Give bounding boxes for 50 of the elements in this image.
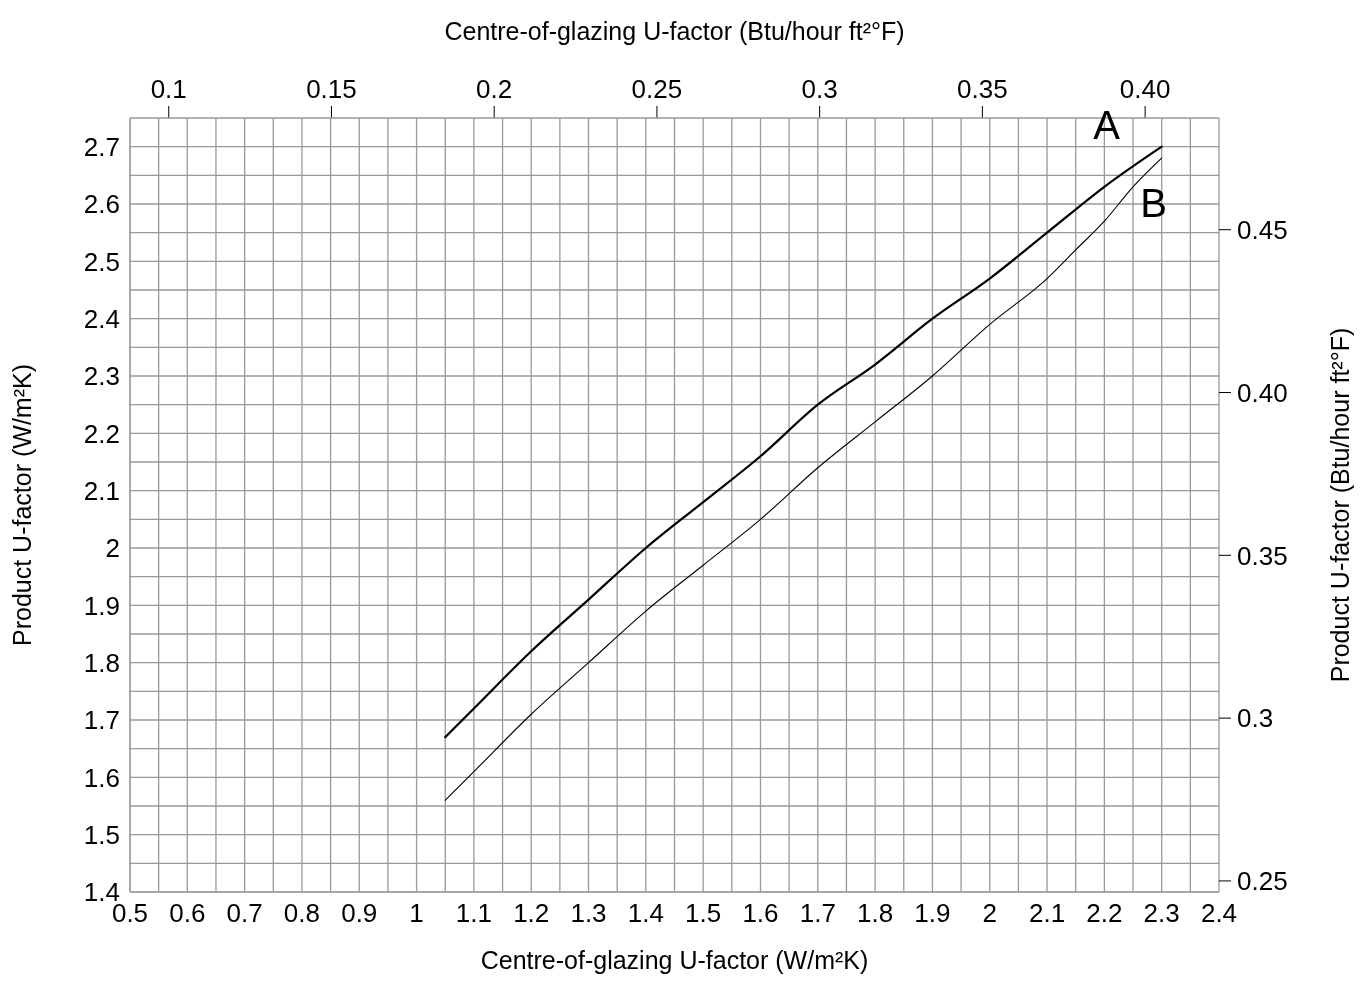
y-tick-label: 2 bbox=[105, 533, 120, 564]
y-tick-label: 1.7 bbox=[83, 705, 120, 736]
x-tick-label: 0.7 bbox=[226, 898, 263, 929]
y-tick-label: 2.1 bbox=[83, 475, 120, 506]
x-tick-label: 0.8 bbox=[283, 898, 321, 929]
x-tick-label: 1.7 bbox=[799, 898, 836, 929]
y-tick-label: 1.8 bbox=[83, 647, 120, 678]
x2-tick-label: 0.40 bbox=[1119, 74, 1171, 104]
x-tick-label: 1.5 bbox=[685, 898, 722, 929]
x-axis-title: Centre-of-glazing U-factor (W/m²K) bbox=[480, 946, 869, 974]
x2-tick-label: 0.2 bbox=[476, 74, 513, 104]
x-tick-label: 1 bbox=[409, 898, 424, 929]
x-tick-label: 2.1 bbox=[1028, 898, 1066, 929]
x-tick-label: 2.4 bbox=[1200, 898, 1238, 929]
y-tick-label: 1.9 bbox=[83, 590, 120, 621]
y-tick-label: 2.3 bbox=[83, 361, 120, 392]
y2-tick-label: 0.40 bbox=[1237, 377, 1288, 408]
y-tick-label: 2.5 bbox=[83, 246, 120, 277]
x-tick-label: 0.9 bbox=[341, 898, 378, 929]
x-tick-label: 1.2 bbox=[513, 898, 550, 929]
x-tick-label: 1.6 bbox=[742, 898, 779, 929]
y2-tick-label: 0.45 bbox=[1237, 214, 1288, 245]
x2-tick-label: 0.25 bbox=[631, 74, 683, 104]
x-tick-label: 1.1 bbox=[455, 898, 492, 929]
y2-tick-label: 0.35 bbox=[1237, 540, 1288, 571]
y-tick-label: 1.6 bbox=[83, 762, 120, 793]
y2-axis-title: Product U-factor (Btu/hour ft²°F) bbox=[1325, 327, 1354, 683]
y-tick-label: 2.6 bbox=[83, 189, 120, 220]
y2-tick-label: 0.3 bbox=[1237, 703, 1274, 734]
x-tick-label: 0.6 bbox=[169, 898, 206, 929]
y-tick-label: 2.4 bbox=[83, 303, 120, 334]
x2-tick-label: 0.1 bbox=[150, 74, 187, 104]
x-tick-label: 2.3 bbox=[1143, 898, 1180, 929]
y-tick-label: 2.7 bbox=[83, 131, 120, 162]
series-label: A bbox=[1093, 102, 1121, 147]
series-label: B bbox=[1140, 181, 1168, 226]
x-tick-label: 1.9 bbox=[914, 898, 951, 929]
y-tick-label: 2.2 bbox=[83, 418, 120, 449]
x2-tick-label: 0.3 bbox=[801, 74, 838, 104]
x-tick-label: 1.3 bbox=[570, 898, 607, 929]
y-tick-label: 1.5 bbox=[83, 819, 120, 850]
y2-tick-label: 0.25 bbox=[1237, 866, 1288, 897]
x2-axis-title: Centre-of-glazing U-factor (Btu/hour ft²°F) bbox=[444, 17, 905, 45]
x2-tick-label: 0.15 bbox=[306, 74, 357, 104]
x2-tick-label: 0.35 bbox=[957, 74, 1008, 104]
x-tick-label: 2.2 bbox=[1086, 898, 1123, 929]
x-tick-label: 1.4 bbox=[627, 898, 664, 929]
y-axis-title: Product U-factor (W/m²K) bbox=[7, 364, 36, 646]
x-tick-label: 2 bbox=[982, 898, 997, 929]
x-tick-label: 1.8 bbox=[857, 898, 894, 929]
